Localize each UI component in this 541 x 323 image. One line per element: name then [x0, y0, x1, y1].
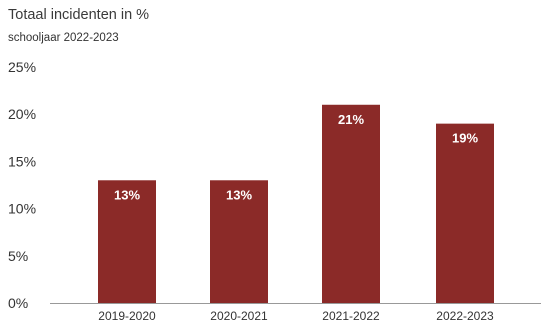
x-tick-label: 2019-2020 [98, 309, 156, 323]
x-tick-label: 2020-2021 [210, 309, 268, 323]
bar [322, 104, 380, 303]
chart-subtitle: schooljaar 2022-2023 [8, 32, 119, 44]
bars: 13% 13% 21% 19% [98, 104, 494, 303]
y-tick-label: 20% [8, 106, 36, 122]
bar [210, 180, 268, 303]
bar-data-label: 13% [114, 187, 140, 202]
y-tick-label: 10% [8, 201, 36, 217]
bar [436, 123, 494, 303]
y-axis-ticks: 0% 5% 10% 15% 20% 25% [8, 59, 36, 311]
y-tick-label: 15% [8, 153, 36, 169]
x-axis-labels: 2019-2020 2020-2021 2021-2022 2022-2023 [98, 309, 494, 323]
bar [98, 180, 156, 303]
bar-data-label: 19% [452, 131, 478, 146]
y-tick-label: 5% [8, 248, 28, 264]
y-tick-label: 25% [8, 59, 36, 75]
x-tick-label: 2022-2023 [436, 309, 494, 323]
bar-data-label: 13% [226, 187, 252, 202]
y-tick-label: 0% [8, 295, 28, 311]
bar-data-label: 21% [338, 112, 364, 127]
x-tick-label: 2021-2022 [322, 309, 380, 323]
chart-title: Totaal incidenten in % [8, 7, 150, 23]
